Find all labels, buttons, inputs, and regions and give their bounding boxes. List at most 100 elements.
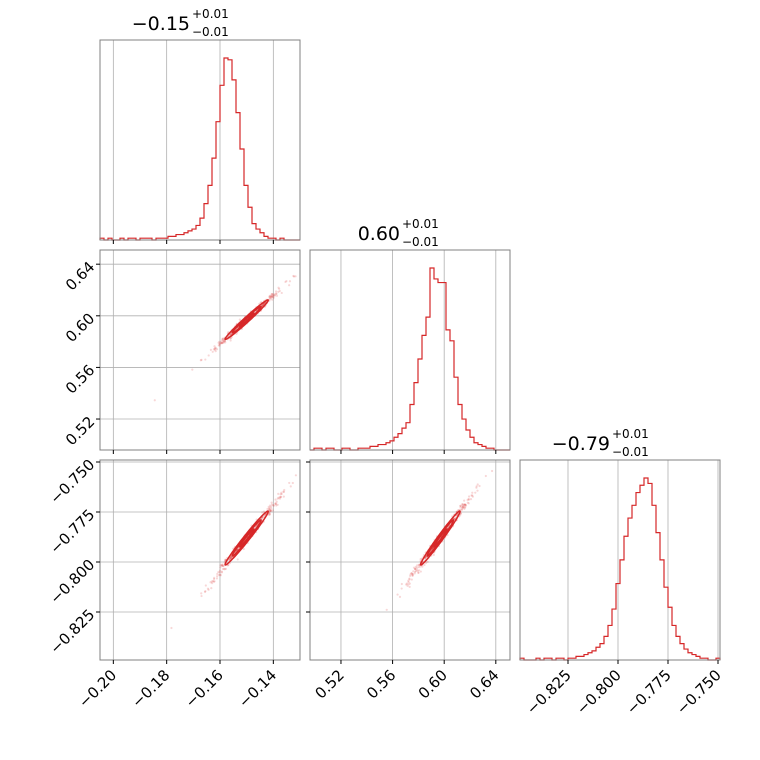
sample-point: [268, 506, 271, 509]
sample-point: [268, 508, 271, 511]
sample-point: [471, 491, 474, 494]
sample-point: [274, 290, 278, 293]
sample-point: [273, 294, 276, 297]
sample-point: [218, 340, 221, 343]
panel-frame: [519, 459, 721, 661]
sample-point: [424, 561, 428, 565]
sample-point: [270, 296, 273, 299]
sample-point: [268, 504, 272, 507]
sample-point: [464, 506, 467, 509]
sample-point: [218, 342, 222, 346]
sample-point: [276, 503, 279, 506]
sample-point: [207, 588, 210, 591]
sample-point: [222, 564, 225, 568]
sample-point: [418, 563, 421, 566]
sample-point: [222, 341, 225, 344]
histogram-panel-3: −0.79 +0.01 −0.01: [519, 427, 721, 664]
sample-point: [270, 295, 274, 298]
sample-point: [213, 345, 216, 348]
sample-point: [398, 595, 402, 598]
sample-point: [291, 481, 294, 485]
panel-title-upper-error: +0.01: [612, 427, 649, 441]
sample-point: [471, 494, 474, 497]
sample-point: [474, 491, 477, 494]
sample-point: [282, 490, 285, 493]
sample-point: [461, 503, 464, 506]
sample-point: [222, 340, 225, 343]
sample-point: [459, 514, 462, 517]
sample-point: [266, 507, 269, 511]
sample-point: [270, 501, 273, 504]
sample-point: [462, 503, 466, 506]
sample-point: [268, 296, 271, 299]
sample-point: [289, 485, 292, 488]
sample-point: [229, 557, 233, 560]
sample-point: [396, 593, 399, 596]
histogram-line: [310, 267, 510, 451]
x-tick-label: 0.56: [363, 666, 399, 702]
sample-point: [275, 503, 278, 506]
sample-point: [220, 341, 224, 345]
panel-title-upper-error: +0.01: [192, 7, 229, 21]
sample-point: [408, 585, 411, 589]
sample-point: [292, 274, 295, 278]
sample-point: [267, 507, 271, 511]
x-tick-label: −0.800: [573, 666, 625, 718]
sample-point: [272, 504, 275, 507]
sample-point: [210, 580, 213, 583]
sample-point: [199, 359, 202, 362]
sample-point: [459, 504, 462, 507]
sample-point: [411, 574, 414, 577]
sample-point: [214, 346, 217, 349]
sample-point: [271, 293, 274, 296]
sample-point: [270, 503, 274, 506]
sample-point: [223, 340, 227, 343]
sample-point: [224, 558, 227, 561]
contour-level-1: [238, 312, 255, 328]
sample-point: [211, 350, 214, 353]
sample-point: [461, 504, 464, 507]
sample-point: [418, 564, 421, 567]
sample-point: [220, 564, 223, 567]
sample-point: [463, 506, 466, 509]
histogram-line: [519, 477, 721, 661]
sample-point: [385, 608, 388, 611]
sample-point: [417, 566, 421, 569]
sample-point: [415, 568, 419, 571]
sample-point: [223, 568, 226, 571]
sample-point: [224, 567, 228, 570]
sample-point: [416, 566, 419, 569]
sample-point: [417, 571, 420, 574]
sample-point: [229, 556, 233, 559]
sample-point: [214, 349, 217, 353]
sample-point: [273, 293, 276, 296]
sample-point: [417, 569, 421, 572]
sample-point: [419, 558, 422, 561]
sample-point: [272, 504, 275, 507]
sample-point: [294, 474, 298, 477]
sample-point: [462, 505, 465, 508]
sample-point: [213, 347, 216, 350]
panel-frame: [309, 459, 511, 661]
sample-point: [274, 502, 277, 505]
sample-point: [220, 341, 223, 344]
sample-point: [219, 340, 222, 343]
sample-point: [414, 570, 417, 573]
sample-point: [464, 504, 468, 507]
sample-point: [219, 566, 222, 569]
sample-point: [219, 574, 222, 577]
x-tick-label: −0.775: [623, 666, 675, 718]
sample-point: [467, 495, 471, 498]
sample-point: [408, 577, 411, 580]
sample-point: [288, 481, 291, 485]
sample-point: [280, 492, 283, 496]
sample-point: [219, 564, 222, 567]
sample-point: [221, 567, 225, 571]
sample-point: [405, 582, 408, 585]
y-tick-label: −0.775: [46, 506, 98, 558]
contour-level-1: [432, 528, 448, 548]
sample-point: [467, 497, 470, 501]
sample-point: [461, 503, 464, 506]
sample-point: [272, 296, 275, 299]
